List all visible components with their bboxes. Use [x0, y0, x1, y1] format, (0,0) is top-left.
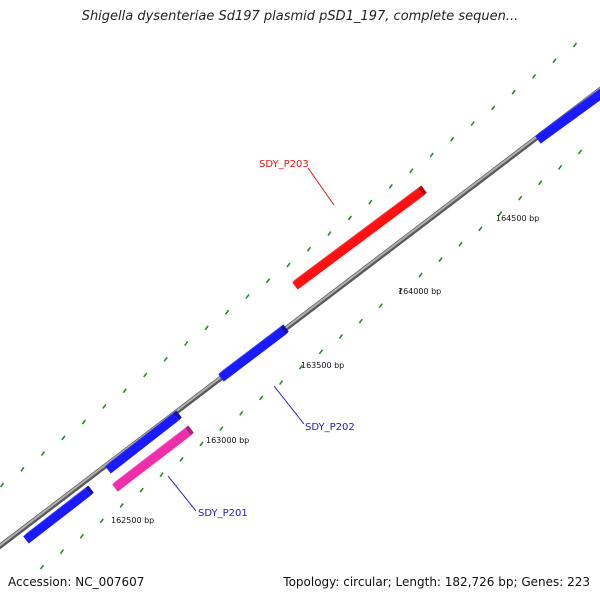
- outer-tick-20: [409, 168, 414, 174]
- gene-label-sdy-p202[interactable]: SDY_P202: [305, 422, 355, 433]
- plasmid-backbone-highlight: [0, 87, 600, 547]
- inner-tick-2: [79, 533, 84, 539]
- outer-tick-12: [245, 293, 250, 299]
- gene-bar-top: [218, 324, 284, 375]
- topology-summary: Topology: circular; Length: 182,726 bp; …: [283, 575, 590, 589]
- outer-tick-24: [491, 105, 496, 111]
- outer-tick-28: [572, 42, 578, 48]
- inner-tick-21: [458, 241, 463, 247]
- outer-tick-26: [531, 73, 537, 79]
- accession-text: Accession: NC_007607: [8, 575, 145, 589]
- inner-tick-23: [498, 211, 503, 216]
- inner-tick-4: [119, 503, 124, 508]
- callout-line-sdy-p201: [167, 475, 197, 512]
- gene-g2[interactable]: [105, 410, 182, 474]
- outer-tick-7: [143, 372, 148, 378]
- outer-tick-1: [20, 466, 25, 472]
- outer-tick-19: [388, 183, 393, 189]
- gene-bar-face: [112, 428, 191, 492]
- inner-tick-26: [557, 164, 563, 170]
- callout-line-sdy-p203: [307, 167, 335, 206]
- outer-tick-21: [429, 152, 434, 158]
- outer-tick-3: [61, 435, 66, 441]
- outer-tick-16: [327, 231, 332, 237]
- outer-tick-11: [224, 309, 230, 315]
- inner-tick-15: [338, 333, 344, 339]
- outer-tick-6: [122, 388, 127, 394]
- outer-tick-5: [102, 403, 107, 409]
- inner-tick-9: [219, 426, 224, 432]
- outer-tick-4: [81, 419, 86, 425]
- outer-tick-14: [286, 262, 291, 268]
- gene-bar-face: [218, 327, 286, 382]
- outer-tick-25: [511, 89, 516, 95]
- gene-bar-top: [112, 425, 189, 485]
- gene-g5-sdy_p203[interactable]: [292, 185, 427, 290]
- gene-bar-end: [173, 410, 182, 421]
- inner-tick-24: [518, 195, 523, 201]
- gene-g4-sdy_p202[interactable]: [218, 324, 289, 382]
- gene-bar-top: [535, 88, 600, 137]
- inner-tick-5: [139, 487, 144, 493]
- tick-label-162500: 162500 bp: [111, 516, 154, 525]
- outer-tick-9: [184, 341, 189, 347]
- gene-bar-end: [418, 185, 427, 196]
- gene-bar-face: [292, 188, 424, 290]
- inner-tick-22: [478, 226, 483, 232]
- inner-tick-12: [278, 380, 284, 386]
- gene-bar-face: [23, 488, 91, 544]
- gene-bar-face: [105, 413, 179, 474]
- inner-tick-10: [239, 410, 244, 416]
- inner-tick-14: [318, 349, 324, 355]
- inner-tick-17: [378, 303, 383, 309]
- inner-tick-16: [358, 318, 363, 324]
- inner-tick-3: [99, 518, 104, 524]
- inner-tick-6: [159, 472, 164, 478]
- inner-tick-25: [538, 180, 543, 186]
- map-title: Shigella dysenteriae Sd197 plasmid pSD1_…: [81, 9, 519, 24]
- inner-tick-ring: [39, 149, 583, 570]
- gene-bar-top: [292, 185, 422, 283]
- tick-label-164500: 164500 bp: [496, 214, 539, 223]
- outer-tick-13: [265, 278, 271, 284]
- inner-tick-19: [418, 272, 423, 278]
- gene-bar-top: [105, 410, 177, 467]
- tick-label-164000: 164000 bp: [398, 287, 441, 296]
- inner-tick-13: [298, 364, 304, 370]
- outer-tick-15: [306, 246, 312, 252]
- inner-tick-27: [577, 149, 583, 155]
- outer-tick-8: [163, 356, 168, 362]
- gene-label-sdy-p203[interactable]: SDY_P203: [259, 159, 309, 170]
- tick-label-163000: 163000 bp: [206, 436, 249, 445]
- gene-bar-end: [185, 425, 194, 436]
- gene-label-sdy-p201[interactable]: SDY_P201: [198, 508, 248, 519]
- outer-tick-18: [368, 199, 373, 205]
- callout-line-sdy-p202: [273, 385, 305, 425]
- inner-tick-11: [259, 395, 264, 401]
- outer-tick-2: [40, 451, 46, 457]
- inner-tick-18: [398, 287, 403, 293]
- outer-tick-10: [204, 325, 209, 331]
- outer-tick-ring: [0, 42, 578, 488]
- gene-g6[interactable]: [535, 85, 600, 144]
- gene-bar-face: [535, 89, 600, 144]
- inner-tick-8: [199, 441, 204, 447]
- outer-tick-27: [552, 58, 557, 64]
- gene-bar-end: [280, 324, 289, 335]
- tick-label-163500: 163500 bp: [301, 361, 344, 370]
- gene-g3-sdy_p201[interactable]: [112, 425, 194, 492]
- inner-tick-7: [179, 456, 184, 462]
- inner-tick-0: [39, 564, 45, 570]
- outer-tick-0: [0, 482, 5, 488]
- inner-tick-1: [59, 549, 65, 555]
- gene-bar-end: [85, 485, 94, 496]
- outer-tick-17: [347, 215, 353, 221]
- gene-g1[interactable]: [23, 485, 94, 544]
- outer-tick-23: [470, 121, 475, 127]
- outer-tick-22: [450, 136, 455, 142]
- gene-bar-top: [23, 485, 89, 537]
- inner-tick-20: [438, 257, 443, 263]
